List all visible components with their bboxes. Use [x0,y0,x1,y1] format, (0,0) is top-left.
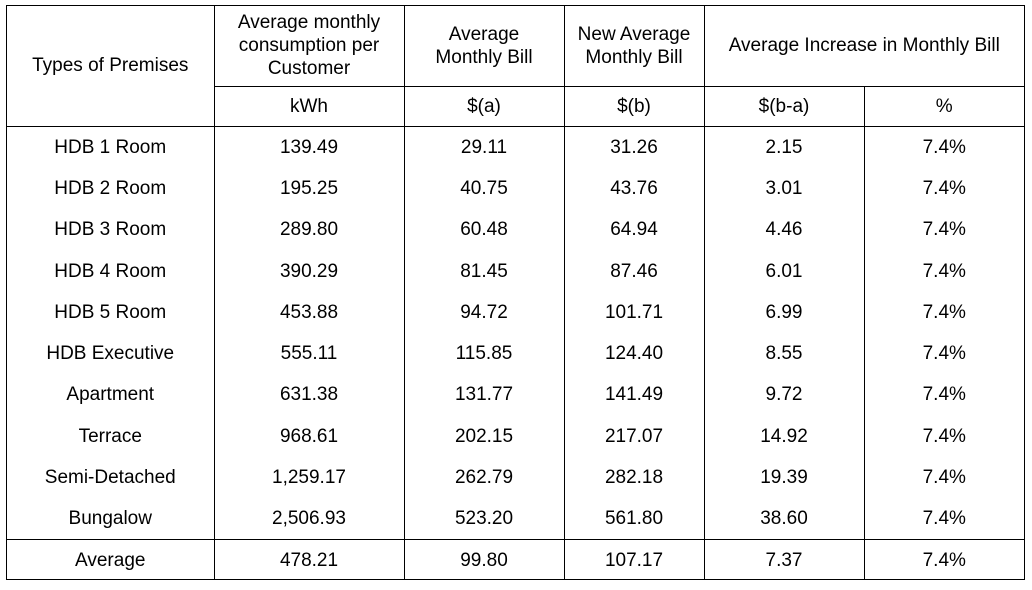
cell-increase: 6.01 [704,250,865,292]
cell-kwh: 453.88 [214,291,405,333]
header-average-bill: Average Monthly Bill [404,6,565,86]
cell-premises: HDB 5 Room [7,291,215,333]
cell-bill-a: 115.85 [404,332,565,375]
cell-bill-b: 217.07 [564,415,705,457]
cell-bill-a: 202.15 [404,415,565,457]
cell-bill-a: 60.48 [404,209,565,251]
header-new-average-bill-label: New Average Monthly Bill [577,23,691,68]
table-row: Terrace 968.61 202.15 217.07 14.92 7.4% [7,415,1024,457]
cell-kwh: 2,506.93 [214,498,405,540]
table-row: Bungalow 2,506.93 523.20 561.80 38.60 7.… [7,498,1024,540]
cell-premises: Apartment [7,374,215,416]
cell-bill-b: 124.40 [564,332,705,375]
cell-percent: 7.4% [922,425,966,447]
cell-bill-b: 64.94 [564,209,705,251]
cell-increase: 4.46 [704,209,865,251]
cell-bill-a: 99.80 [404,539,565,581]
cell-increase: 7.37 [704,539,865,581]
cell-bill-b: 43.76 [564,167,705,210]
cell-bill-a: 81.45 [404,250,565,292]
cell-premises: Average [7,539,215,581]
cell-bill-b: 141.49 [564,374,705,416]
cell-kwh: 1,259.17 [214,456,405,499]
cell-premises: HDB 3 Room [7,209,215,251]
header-row: Types of Premises Average monthly consum… [7,6,1024,127]
cell-percent: 7.4% [922,301,966,323]
table-row: HDB 1 Room 139.49 29.11 31.26 2.15 7.4% [7,126,1024,168]
average-row: Average 478.21 99.80 107.17 7.37 7.4% [7,539,1025,581]
cell-premises: HDB 4 Room [7,250,215,292]
cell-premises: Semi-Detached [7,456,215,499]
cell-premises: Terrace [7,415,215,457]
cell-increase: 8.55 [704,332,865,375]
cell-kwh: 289.80 [214,209,405,251]
header-consumption-label: Average monthly consumption per Customer [237,12,381,80]
header-average-bill-label: Average Monthly Bill [435,23,533,68]
cell-kwh: 555.11 [214,332,405,375]
cell-increase: 14.92 [704,415,865,457]
cell-bill-a: 523.20 [404,498,565,540]
cell-increase: 2.15 [704,126,865,168]
cell-increase: 3.01 [704,167,865,210]
cell-percent: 7.4% [922,219,966,241]
cell-kwh: 631.38 [214,374,405,416]
header-premises: Types of Premises [7,6,215,127]
cell-percent: 7.4% [922,508,966,530]
cell-percent: 7.4% [922,343,966,365]
cell-bill-b: 282.18 [564,456,705,499]
tariff-table: Types of Premises Average monthly consum… [7,6,1025,581]
cell-increase: 6.99 [704,291,865,333]
table-row: HDB Executive 555.11 115.85 124.40 8.55 … [7,332,1024,375]
header-average-increase: Average Increase in Monthly Bill [728,35,1000,57]
cell-premises: HDB Executive [7,332,215,375]
cell-kwh: 968.61 [214,415,405,457]
cell-bill-b: 107.17 [564,539,705,581]
cell-bill-a: 40.75 [404,167,565,210]
cell-bill-a: 131.77 [404,374,565,416]
cell-bill-a: 262.79 [404,456,565,499]
cell-increase: 19.39 [704,456,865,499]
cell-percent: 7.4% [864,539,1025,581]
table-row: HDB 4 Room 390.29 81.45 87.46 6.01 7.4% [7,250,1024,292]
cell-kwh: 139.49 [214,126,405,168]
unit-kwh: kWh [214,85,405,127]
cell-kwh: 390.29 [214,250,405,292]
table-row: Apartment 631.38 131.77 141.49 9.72 7.4% [7,374,1024,416]
cell-increase: 9.72 [704,374,865,416]
cell-premises: HDB 2 Room [7,167,215,210]
table-row: HDB 2 Room 195.25 40.75 43.76 3.01 7.4% [7,167,1024,210]
cell-bill-b: 31.26 [564,126,705,168]
unit-b-minus-a: $(b-a) [704,85,865,127]
cell-bill-a: 29.11 [404,126,565,168]
cell-bill-b: 101.71 [564,291,705,333]
units-row: kWh $(a) $(b) $(b-a) % [7,85,1025,127]
tariff-table-container: Types of Premises Average monthly consum… [6,5,1025,581]
cell-percent: 7.4% [922,467,966,489]
cell-percent: 7.4% [922,136,966,158]
cell-bill-b: 87.46 [564,250,705,292]
table-row: HDB 5 Room 453.88 94.72 101.71 6.99 7.4% [7,291,1024,333]
cell-premises: Bungalow [7,498,215,540]
cell-kwh: 195.25 [214,167,405,210]
table-row: HDB 3 Room 289.80 60.48 64.94 4.46 7.4% [7,209,1024,251]
cell-kwh: 478.21 [214,539,405,581]
cell-percent: 7.4% [922,177,966,199]
cell-bill-b: 561.80 [564,498,705,540]
cell-premises: HDB 1 Room [7,126,215,168]
header-new-average-bill: New Average Monthly Bill [564,6,705,86]
cell-percent: 7.4% [922,260,966,282]
table-row: Semi-Detached 1,259.17 262.79 282.18 19.… [7,456,1024,499]
unit-percent: % [864,85,1025,127]
unit-b: $(b) [564,85,705,127]
header-consumption: Average monthly consumption per Customer [214,6,405,86]
cell-increase: 38.60 [704,498,865,540]
cell-bill-a: 94.72 [404,291,565,333]
unit-a: $(a) [404,85,565,127]
cell-percent: 7.4% [922,384,966,406]
